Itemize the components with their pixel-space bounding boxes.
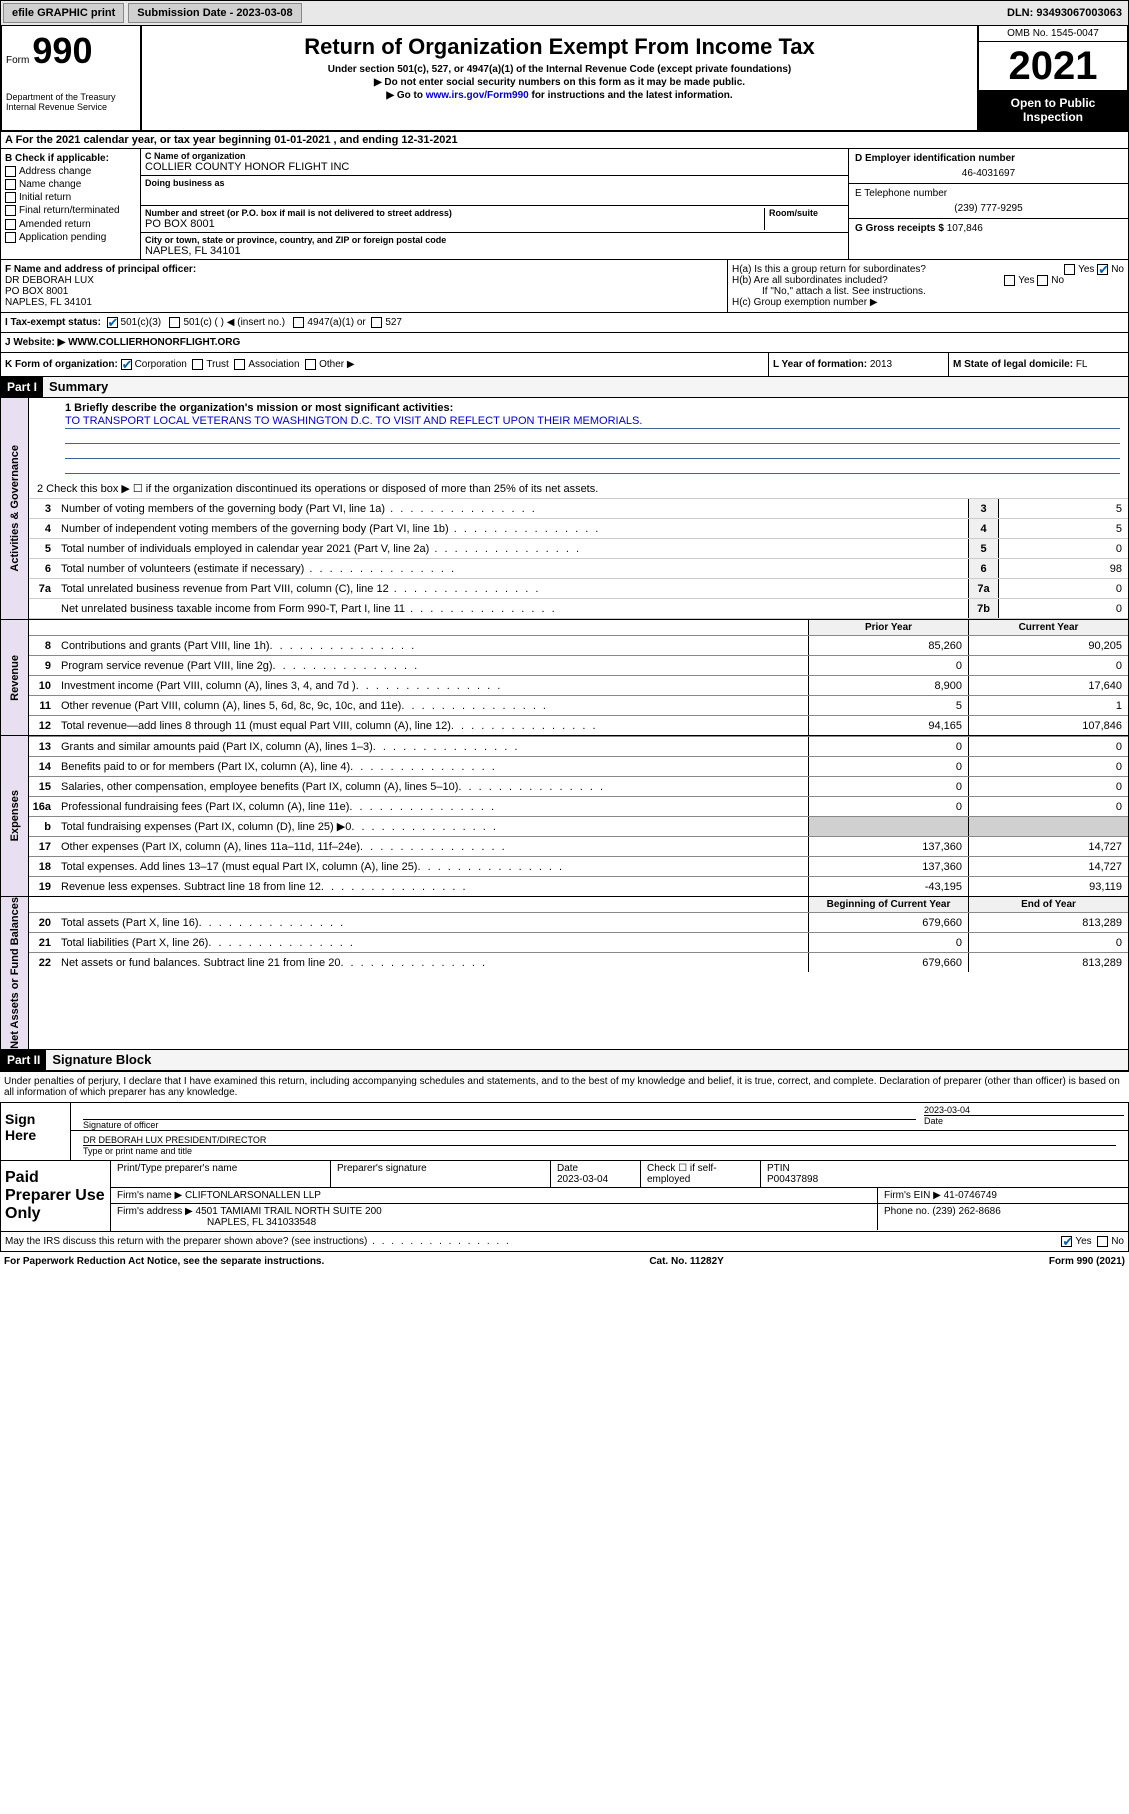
- form-title: Return of Organization Exempt From Incom…: [150, 34, 969, 60]
- form-number: 990: [32, 30, 92, 71]
- sign-here-block: Sign Here Signature of officer 2023-03-0…: [0, 1102, 1129, 1161]
- form-sub2: ▶ Do not enter social security numbers o…: [150, 77, 969, 88]
- data-line: 15Salaries, other compensation, employee…: [29, 776, 1128, 796]
- row-fgh: F Name and address of principal officer:…: [0, 260, 1129, 313]
- row-i-status: I Tax-exempt status: 501(c)(3) 501(c) ( …: [0, 313, 1129, 333]
- data-line: 11Other revenue (Part VIII, column (A), …: [29, 695, 1128, 715]
- data-line: 14Benefits paid to or for members (Part …: [29, 756, 1128, 776]
- footer: For Paperwork Reduction Act Notice, see …: [0, 1252, 1129, 1271]
- chk-address[interactable]: Address change: [5, 166, 136, 177]
- chk-initial[interactable]: Initial return: [5, 192, 136, 203]
- part2-bar: Part IISignature Block: [0, 1050, 1129, 1071]
- gov-line: 3Number of voting members of the governi…: [29, 499, 1128, 519]
- irs-link[interactable]: www.irs.gov/Form990: [426, 90, 529, 101]
- topbar: efile GRAPHIC print Submission Date - 20…: [0, 0, 1129, 26]
- section-a: A For the 2021 calendar year, or tax yea…: [0, 132, 1129, 149]
- city: NAPLES, FL 34101: [145, 245, 844, 257]
- form-sub1: Under section 501(c), 527, or 4947(a)(1)…: [150, 64, 969, 75]
- data-line: 20Total assets (Part X, line 16)679,6608…: [29, 912, 1128, 932]
- col-de: D Employer identification number46-40316…: [848, 149, 1128, 259]
- chk-name[interactable]: Name change: [5, 179, 136, 190]
- gov-line: 7aTotal unrelated business revenue from …: [29, 579, 1128, 599]
- website: WWW.COLLIERHONORFLIGHT.ORG: [68, 337, 240, 348]
- identity-grid: B Check if applicable: Address change Na…: [0, 149, 1129, 260]
- submission-date[interactable]: Submission Date - 2023-03-08: [128, 3, 301, 23]
- officer-name: DR DEBORAH LUX: [5, 275, 723, 286]
- year-formation: 2013: [870, 359, 892, 370]
- gov-line: 4Number of independent voting members of…: [29, 519, 1128, 539]
- firm-name: CLIFTONLARSONALLEN LLP: [185, 1190, 321, 1201]
- open-inspection: Open to Public Inspection: [979, 90, 1127, 130]
- ptin: P00437898: [767, 1174, 818, 1185]
- dept-label: Department of the Treasury Internal Reve…: [6, 92, 136, 112]
- col-b: B Check if applicable: Address change Na…: [1, 149, 141, 259]
- officer-sig-name: DR DEBORAH LUX PRESIDENT/DIRECTOR: [83, 1135, 1116, 1145]
- part1-bar: Part ISummary: [0, 377, 1129, 398]
- ein: 46-4031697: [855, 168, 1122, 179]
- efile-button[interactable]: efile GRAPHIC print: [3, 3, 124, 23]
- data-line: 13Grants and similar amounts paid (Part …: [29, 736, 1128, 756]
- omb-number: OMB No. 1545-0047: [979, 26, 1127, 42]
- data-line: bTotal fundraising expenses (Part IX, co…: [29, 816, 1128, 836]
- data-line: 19Revenue less expenses. Subtract line 1…: [29, 876, 1128, 896]
- gov-line: Net unrelated business taxable income fr…: [29, 599, 1128, 619]
- data-line: 22Net assets or fund balances. Subtract …: [29, 952, 1128, 972]
- phone: (239) 777-9295: [855, 203, 1122, 214]
- data-line: 12Total revenue—add lines 8 through 11 (…: [29, 715, 1128, 735]
- org-name: COLLIER COUNTY HONOR FLIGHT INC: [145, 161, 844, 173]
- domicile: FL: [1076, 359, 1088, 370]
- firm-ein: 41-0746749: [944, 1190, 997, 1201]
- row-klm: K Form of organization: Corporation Trus…: [0, 353, 1129, 377]
- governance-block: Activities & Governance 1 Briefly descri…: [0, 398, 1129, 620]
- chk-amended[interactable]: Amended return: [5, 219, 136, 230]
- netassets-block: Net Assets or Fund Balances Beginning of…: [0, 897, 1129, 1050]
- paid-preparer-block: Paid Preparer Use Only Print/Type prepar…: [0, 1161, 1129, 1232]
- data-line: 9Program service revenue (Part VIII, lin…: [29, 655, 1128, 675]
- chk-application[interactable]: Application pending: [5, 232, 136, 243]
- data-line: 17Other expenses (Part IX, column (A), l…: [29, 836, 1128, 856]
- data-line: 18Total expenses. Add lines 13–17 (must …: [29, 856, 1128, 876]
- tax-year: 2021: [979, 42, 1127, 90]
- row-j-website: J Website: ▶ WWW.COLLIERHONORFLIGHT.ORG: [0, 333, 1129, 353]
- street: PO BOX 8001: [145, 218, 764, 230]
- expenses-block: Expenses 13Grants and similar amounts pa…: [0, 736, 1129, 897]
- col-c: C Name of organizationCOLLIER COUNTY HON…: [141, 149, 848, 259]
- sig-declaration: Under penalties of perjury, I declare th…: [0, 1071, 1129, 1102]
- mission-text: TO TRANSPORT LOCAL VETERANS TO WASHINGTO…: [65, 415, 1120, 429]
- firm-phone: (239) 262-8686: [932, 1206, 1000, 1217]
- form-header: Form 990 Department of the Treasury Inte…: [0, 26, 1129, 132]
- data-line: 8Contributions and grants (Part VIII, li…: [29, 635, 1128, 655]
- gov-line: 6Total number of volunteers (estimate if…: [29, 559, 1128, 579]
- gov-line: 5Total number of individuals employed in…: [29, 539, 1128, 559]
- dln: DLN: 93493067003063: [1007, 7, 1128, 19]
- revenue-block: Revenue Prior YearCurrent Year 8Contribu…: [0, 620, 1129, 736]
- data-line: 10Investment income (Part VIII, column (…: [29, 675, 1128, 695]
- gross-receipts: 107,846: [947, 223, 983, 234]
- chk-final[interactable]: Final return/terminated: [5, 205, 136, 216]
- form-sub3: ▶ Go to www.irs.gov/Form990 for instruct…: [150, 90, 969, 101]
- form-label: Form: [6, 55, 29, 66]
- data-line: 21Total liabilities (Part X, line 26)00: [29, 932, 1128, 952]
- data-line: 16aProfessional fundraising fees (Part I…: [29, 796, 1128, 816]
- discuss-row: May the IRS discuss this return with the…: [0, 1232, 1129, 1252]
